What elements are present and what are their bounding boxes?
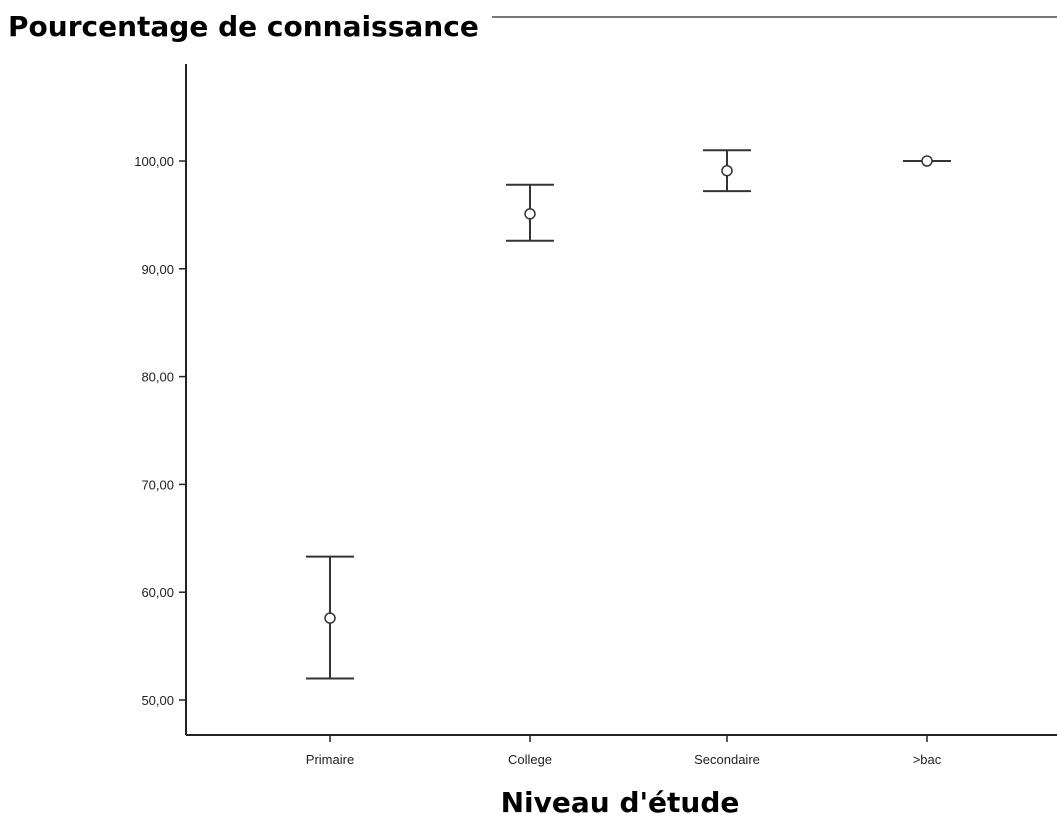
- x-axis-label: Niveau d'étude: [500, 786, 740, 819]
- chart-title: Pourcentage de connaissance: [8, 10, 479, 43]
- y-tick-label: 50,00: [141, 693, 174, 708]
- x-tick-label: College: [508, 752, 552, 767]
- x-tick-label: Secondaire: [694, 752, 760, 767]
- y-tick-label: 100,00: [134, 154, 174, 169]
- y-tick-label: 70,00: [141, 477, 174, 492]
- y-ticks: 50,00 60,00 70,00 80,00 90,00 100,00: [134, 154, 186, 708]
- y-tick-label: 90,00: [141, 262, 174, 277]
- y-tick-label: 60,00: [141, 585, 174, 600]
- error-bars: [306, 149, 951, 680]
- x-tick-label: >bac: [913, 752, 942, 767]
- mean-point: [921, 155, 933, 167]
- x-tick-label: Primaire: [306, 752, 354, 767]
- y-tick-label: 80,00: [141, 370, 174, 385]
- mean-point: [324, 612, 336, 624]
- mean-point: [524, 208, 536, 220]
- axes: [185, 64, 1057, 736]
- x-categories: Primaire College Secondaire >bac: [306, 735, 942, 767]
- mean-point: [721, 164, 733, 177]
